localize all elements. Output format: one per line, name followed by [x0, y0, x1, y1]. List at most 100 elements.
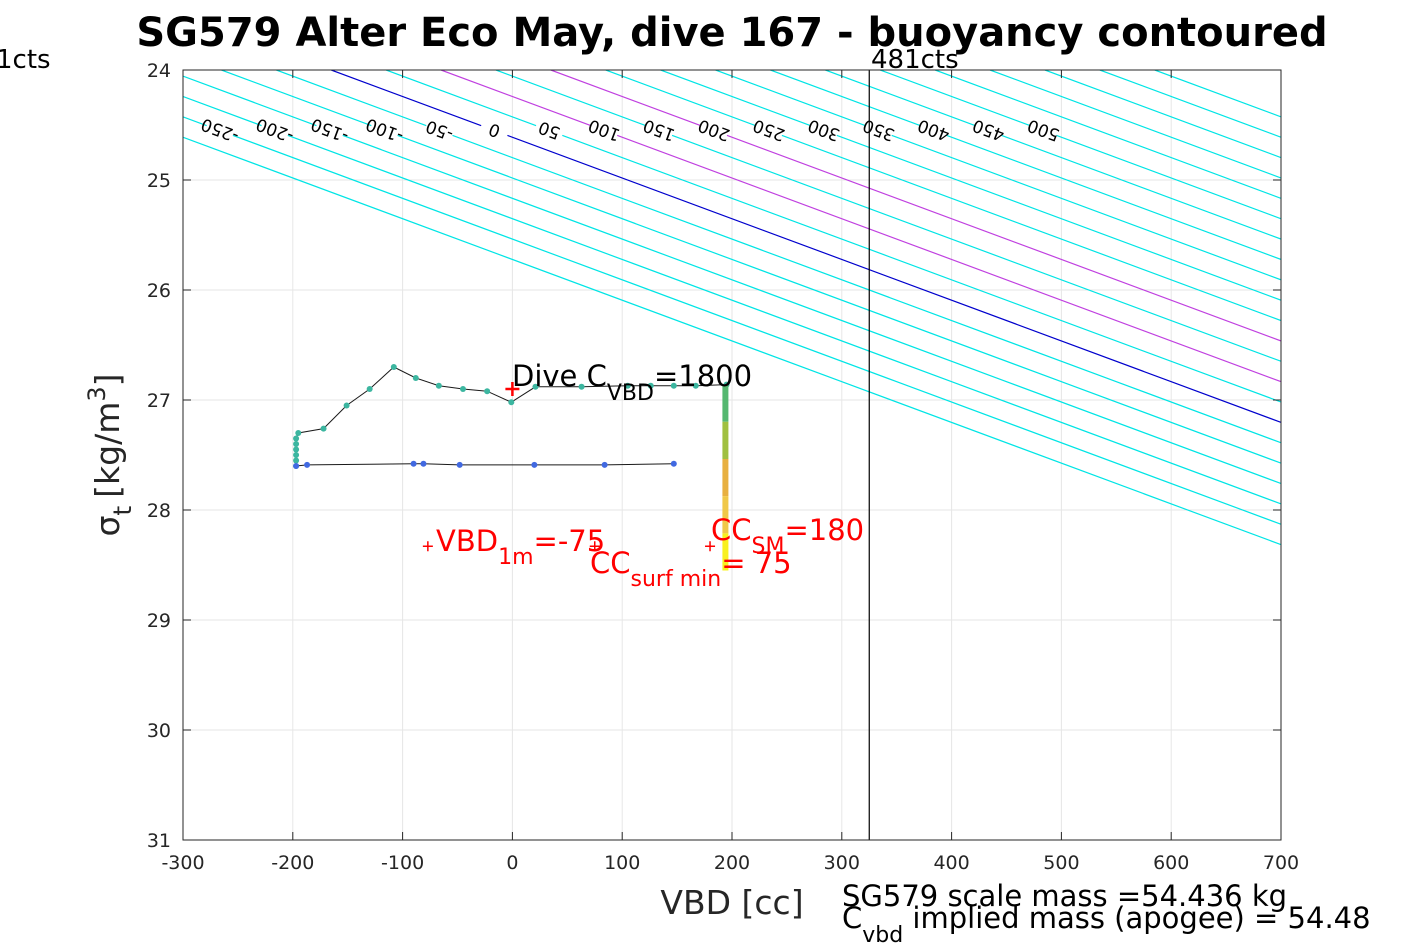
series-point — [670, 382, 677, 389]
vbd-1m-sub: 1m — [498, 545, 533, 570]
dive-c-vbd-post: =1800 — [654, 359, 752, 393]
series-point — [601, 461, 608, 468]
vbd-1m-annotation: VBD1m=-75 — [436, 524, 605, 570]
contour-line--150 — [183, 75, 1281, 485]
contour-label-bg — [752, 117, 786, 144]
x-tick-label: 200 — [714, 852, 750, 874]
series-point — [390, 364, 397, 370]
contour-label-bg — [203, 117, 237, 144]
cc-surf-min-sub: surf min — [631, 567, 722, 592]
contour-line-450 — [825, 70, 1281, 240]
scale-mass-text: SG579 scale mass =54.436 kg — [842, 879, 1287, 913]
x-tick-label: -100 — [381, 852, 424, 874]
contour-label-bg — [807, 117, 840, 144]
contour-line--50 — [276, 70, 1281, 444]
y-tick-label: 31 — [147, 830, 171, 852]
plus-marker — [505, 382, 520, 396]
x-tick-label: 100 — [604, 852, 640, 874]
contour-label-bg — [423, 117, 456, 144]
x-tick-label: -200 — [271, 852, 314, 874]
buoyancy-contours — [183, 70, 1281, 546]
implied-mass-rest: implied mass (apogee) = 54.48 — [903, 901, 1370, 935]
series-point — [293, 446, 300, 453]
y-label-sub: t — [108, 506, 137, 516]
implied-mass-c: C — [842, 901, 862, 935]
plus-marker — [422, 541, 433, 552]
contour-label-bg — [1027, 117, 1060, 144]
cc-sm-post: =180 — [784, 513, 864, 547]
y-tick-label: 24 — [147, 60, 171, 82]
cc-sm-annotation: CCSM=180 — [711, 513, 864, 559]
contour-line-400 — [770, 70, 1281, 261]
cc-sm-pre: CC — [711, 513, 752, 547]
series-point — [412, 375, 419, 381]
x-tick-label: 700 — [1263, 852, 1299, 874]
contour-label-bg — [642, 117, 676, 144]
y-label-sup: 3 — [83, 386, 111, 401]
y-tick-label: 30 — [147, 720, 171, 742]
series-point — [295, 430, 302, 436]
contour-line-100 — [440, 70, 1281, 383]
contour-line-50 — [385, 70, 1281, 403]
series-point — [532, 383, 539, 390]
series-point — [578, 383, 585, 390]
dive-c-vbd-annotation: Dive CVBD=1800 — [512, 359, 752, 406]
dive-c-vbd-sub: VBD — [607, 381, 654, 406]
cc-surf-min-post: = 75 — [721, 546, 791, 580]
series-point — [420, 460, 427, 467]
y-label-sigma: σ — [88, 516, 127, 537]
contour-label-bg — [532, 117, 566, 144]
contour-line-500 — [880, 70, 1281, 220]
y-axis-label: σt [kg/m3] — [83, 373, 137, 536]
y-tick-label: 27 — [147, 390, 171, 412]
series-point — [456, 461, 463, 468]
contour-line-150 — [495, 70, 1281, 362]
x-tick-label: 0 — [506, 852, 518, 874]
y-tick-label: 29 — [147, 610, 171, 632]
series-point — [293, 435, 300, 442]
series-point — [647, 382, 654, 389]
series-point — [410, 460, 417, 467]
y-label-close: ] — [88, 373, 127, 386]
plus-marker — [589, 541, 600, 552]
contour-label-bg — [313, 117, 346, 144]
series-point — [320, 425, 327, 432]
x-axis-label: VBD [cc] — [660, 883, 803, 922]
dive-trace — [293, 364, 730, 469]
series-point — [304, 461, 311, 468]
series-point — [293, 441, 300, 447]
x-tick-label: 600 — [1153, 852, 1189, 874]
contour-label-bg — [862, 117, 895, 144]
contour-line-0 — [331, 70, 1281, 424]
series-point — [293, 463, 300, 469]
contour-line--250 — [183, 116, 1281, 525]
implied-mass-text: Cvbd implied mass (apogee) = 54.48 — [842, 901, 1371, 945]
x-tick-label: 400 — [933, 852, 969, 874]
series-point — [692, 382, 699, 389]
y-tick-label: 28 — [147, 500, 171, 522]
series-point — [624, 382, 631, 389]
axis-ticks: -300 -200 -100 0 100 200 300 400 500 600 700 24 25 26… — [147, 60, 1299, 874]
series-point — [484, 388, 491, 395]
contour-line-300 — [660, 70, 1281, 301]
contour-label-bg — [697, 117, 731, 144]
contour-label-bg — [258, 117, 291, 144]
contour-label-bg — [587, 117, 621, 144]
series-point — [508, 399, 515, 406]
contour-label-bg — [972, 117, 1005, 144]
contour-line-250 — [605, 70, 1281, 322]
vbd-1m-post: =-75 — [534, 524, 606, 558]
contour-line-350 — [715, 70, 1281, 281]
dive-c-vbd-pre: Dive C — [512, 359, 607, 393]
red-markers — [422, 382, 716, 552]
series-point — [343, 402, 350, 409]
series-point — [670, 460, 677, 467]
contour-labels: -250 -200 -150 -100 -50 0 50 100 150 200 250 300 350… — [199, 113, 1063, 145]
series-point — [531, 461, 538, 468]
cc-sm-sub: SM — [752, 534, 785, 559]
implied-mass-sub: vbd — [862, 923, 903, 945]
series-point — [459, 386, 466, 392]
left-counts-label: 1cts — [0, 45, 51, 75]
series-point — [435, 382, 442, 389]
